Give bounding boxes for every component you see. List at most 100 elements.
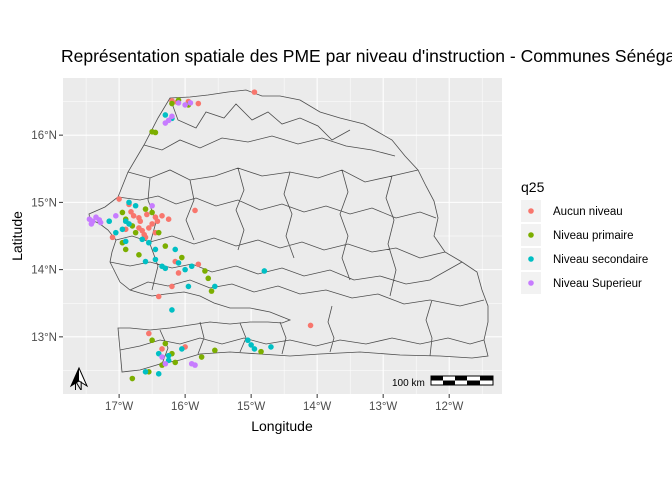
data-point [137,218,144,225]
data-point [155,229,162,236]
data-point [159,346,165,352]
data-point [88,221,95,227]
data-point [182,266,188,273]
y-axis-ticks: 13°N 14°N 15°N 16°N [31,130,63,344]
data-point [195,100,202,107]
scale-bar: 100 km [392,375,494,389]
data-point [195,261,202,268]
scale-bar-segment [455,376,467,381]
data-point [152,246,159,253]
data-point [129,375,136,382]
data-point [162,112,169,118]
scale-bar-segment [467,380,480,385]
x-tick-label: 16°W [171,401,199,413]
data-point [169,113,175,120]
scale-bar-label: 100 km [392,378,425,389]
data-point [142,258,149,265]
scale-bar-segment [443,380,455,385]
data-point [198,354,205,360]
senegal-outline [88,89,489,373]
data-point [192,362,198,368]
x-axis-ticks: 17°W 16°W 15°W 14°W 13°W 12°W [105,394,463,413]
points-layer [86,89,314,382]
data-point [261,268,268,274]
data-point [162,265,169,272]
data-point [185,283,192,290]
data-point [130,213,137,219]
data-point [202,268,208,274]
y-tick-label: 15°N [31,197,57,209]
data-point [251,89,258,95]
data-point [192,207,198,214]
data-point [258,348,264,355]
data-point [152,129,159,136]
data-point [154,218,161,225]
y-axis-title: Latitude [9,211,25,261]
data-point [119,209,126,216]
data-point [172,359,179,366]
data-point [179,346,185,352]
data-point [208,288,215,294]
legend-title: q25 [521,179,545,195]
data-point [188,263,195,270]
data-point [169,307,175,313]
data-point [165,216,172,222]
data-point [307,322,314,329]
data-point [146,330,152,337]
chart-title: Représentation spatiale des PME par nive… [61,46,672,66]
data-point [175,100,182,106]
data-point [155,293,162,300]
senegal-communes-map [88,89,489,373]
data-point [162,340,169,347]
data-point [159,354,165,360]
data-point [175,270,182,276]
north-arrow: N [69,366,89,393]
x-axis-title: Longitude [251,418,313,434]
data-point [132,202,139,209]
legend-label: Aucun niveau [553,206,623,218]
data-point [248,342,254,348]
data-point [128,208,134,215]
data-point [175,260,182,266]
legend-marker [528,256,534,262]
data-point [136,252,142,258]
legend-label: Niveau primaire [553,230,634,242]
legend: Aucun niveau Niveau primaire Niveau second… [521,200,648,294]
data-point [146,239,152,246]
data-point [162,243,169,249]
y-tick-label: 14°N [31,265,57,277]
legend-marker [528,208,534,214]
data-point [155,371,162,377]
data-point [106,218,113,225]
north-arrow-label: N [74,379,83,393]
x-tick-label: 13°W [369,401,397,413]
data-point [165,117,172,124]
data-point [132,229,139,236]
data-point [251,346,258,352]
data-point [142,206,149,212]
data-point [122,238,129,245]
x-tick-label: 12°W [435,401,463,413]
scale-bar-segment [431,376,443,381]
data-point [205,275,212,282]
data-point [268,344,274,350]
data-point [179,254,185,261]
data-point [113,213,119,219]
scale-bar-segment [480,376,493,381]
y-tick-label: 13°N [31,332,57,344]
x-tick-label: 17°W [105,401,133,413]
data-point [122,246,129,253]
data-point [126,199,132,206]
data-point [116,196,122,202]
data-point [159,213,165,219]
data-point [149,337,155,344]
data-point [182,102,188,108]
data-point [146,225,152,231]
data-point [119,226,126,233]
data-point [142,369,149,375]
data-point [212,283,218,290]
data-point [126,221,132,227]
data-point [152,256,159,263]
data-point [149,221,155,227]
data-point [97,219,104,226]
